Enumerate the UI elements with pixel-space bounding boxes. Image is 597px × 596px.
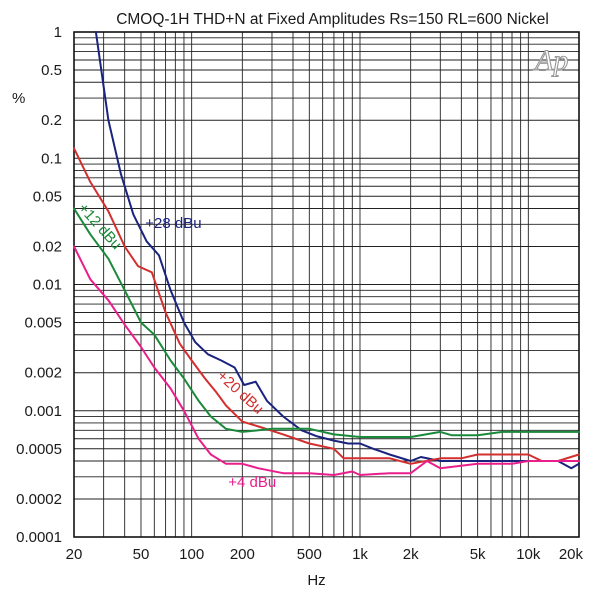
- y-tick-label: 0.01: [33, 277, 62, 294]
- x-tick-label: 20k: [559, 546, 584, 563]
- ap-logo: Ap: [532, 43, 568, 77]
- y-tick-label: 1: [54, 24, 62, 41]
- y-tick-label: 0.0002: [16, 491, 62, 508]
- series-label-12-dbu: +12 dBu: [75, 200, 125, 253]
- x-tick-label: 100: [179, 546, 204, 563]
- x-tick-label: 10k: [516, 546, 541, 563]
- series-line-4-dbu: [73, 245, 580, 476]
- y-tick-label: 0.2: [41, 112, 62, 129]
- y-tick-label: 0.1: [41, 150, 62, 167]
- x-axis-label: Hz: [307, 572, 325, 589]
- y-tick-label: 0.005: [24, 315, 62, 332]
- series: [73, 31, 580, 476]
- series-label-20-dbu: +20 dBu: [214, 367, 267, 417]
- tick-labels: 1 0.5 0.2 0.1 0.05 0.02 0.01 0.005 0.002 0.001 0.0…: [16, 24, 583, 563]
- chart-title: CMOQ-1H THD+N at Fixed Amplitudes Rs=150…: [116, 11, 549, 28]
- series-label-4-dbu: +4 dBu: [228, 474, 276, 491]
- series-line-12-dbu: [73, 207, 580, 438]
- x-tick-label: 500: [297, 546, 322, 563]
- plot-frame: [73, 31, 580, 538]
- y-tick-label: 0.02: [33, 238, 62, 255]
- series-line-28-dbu: [94, 31, 580, 470]
- x-tick-label: 2k: [403, 546, 419, 563]
- series-label-28-dbu: +28 dBu: [145, 215, 201, 232]
- x-tick-label: 20: [66, 546, 83, 563]
- ap-logo-text: Ap: [533, 44, 568, 77]
- y-tick-label: 0.5: [41, 62, 62, 79]
- x-tick-label: 50: [133, 546, 150, 563]
- y-tick-label: 0.0001: [16, 529, 62, 546]
- x-tick-label: 5k: [470, 546, 486, 563]
- y-tick-label: 0.001: [24, 403, 62, 420]
- y-axis-label: %: [12, 90, 25, 107]
- grid: [73, 31, 580, 538]
- x-tick-label: 1k: [352, 546, 368, 563]
- y-tick-label: 0.0005: [16, 441, 62, 458]
- y-tick-label: 0.002: [24, 365, 62, 382]
- series-line-20-dbu: [73, 147, 580, 465]
- x-tick-label: 200: [230, 546, 255, 563]
- y-tick-label: 0.05: [33, 188, 62, 205]
